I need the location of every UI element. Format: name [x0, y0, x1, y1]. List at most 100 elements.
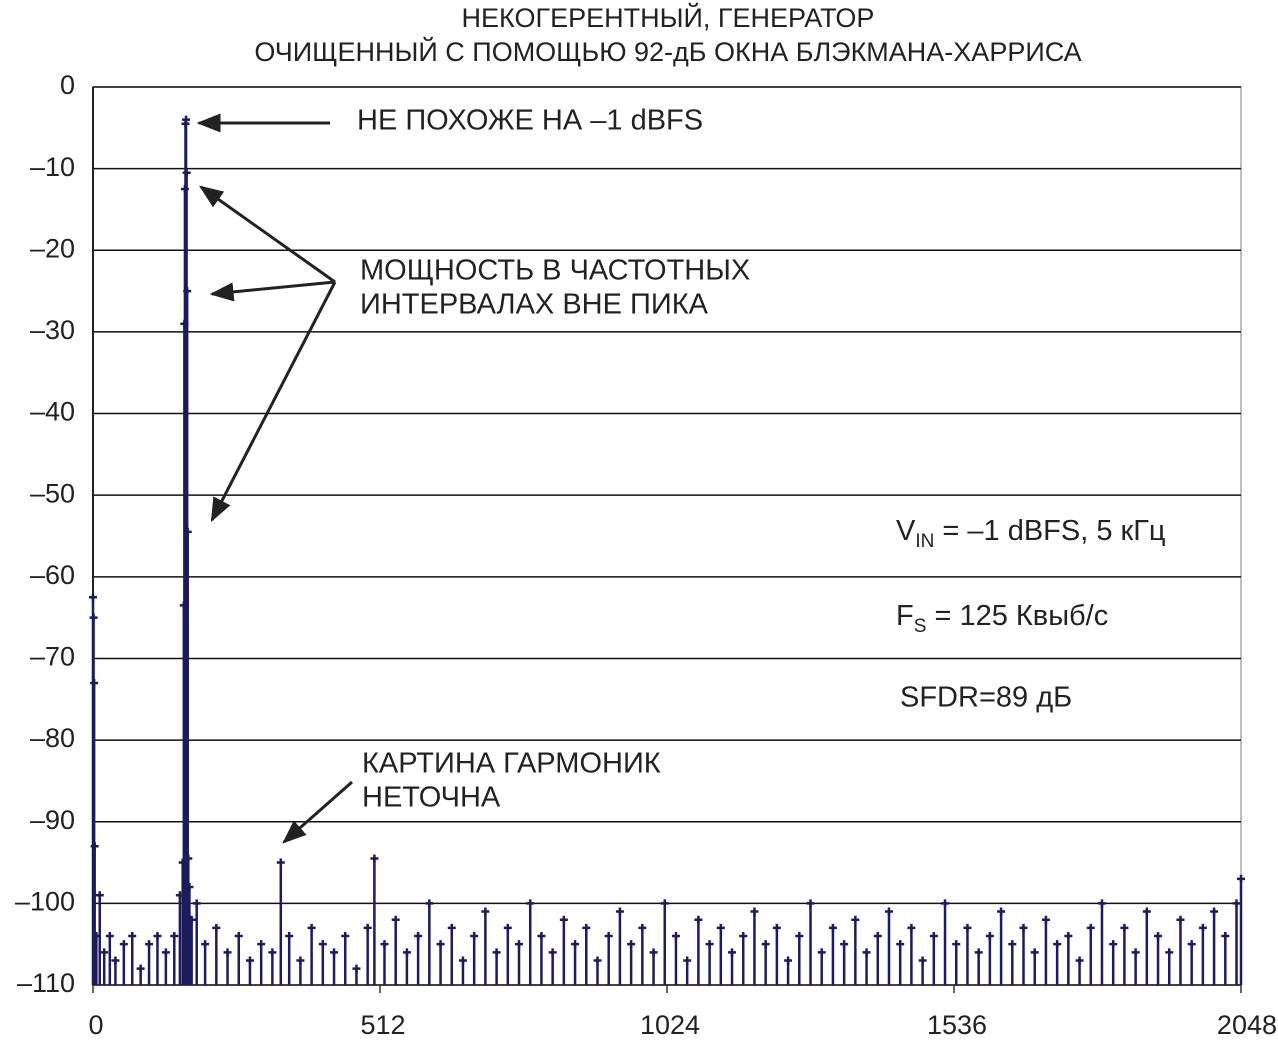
marker: [671, 932, 680, 941]
marker: [100, 948, 109, 957]
marker: [245, 956, 254, 965]
marker: [660, 899, 669, 908]
marker: [627, 940, 636, 949]
marker: [851, 915, 860, 924]
marker: [95, 891, 104, 900]
marker: [458, 956, 467, 965]
marker: [1210, 907, 1219, 916]
marker: [862, 948, 871, 957]
marker: [795, 932, 804, 941]
marker: [1053, 940, 1062, 949]
marker: [1109, 940, 1118, 949]
marker: [1064, 932, 1073, 941]
chart-title: ОЧИЩЕННЫЙ С ПОМОЩЬЮ 92-дБ ОКНА БЛЭКМАНА-…: [254, 36, 1081, 67]
annotation: SFDR=89 дБ: [900, 682, 1072, 714]
marker: [136, 964, 145, 973]
marker: [649, 948, 658, 957]
marker: [1187, 940, 1196, 949]
marker: [907, 923, 916, 932]
marker: [694, 915, 703, 924]
marker: [234, 932, 243, 941]
annotation: НЕ ПОХОЖЕ НА –1 dBFS: [357, 105, 703, 137]
marker: [183, 287, 192, 296]
annotation: КАРТИНА ГАРМОНИК: [362, 748, 661, 780]
marker: [929, 932, 938, 941]
annotation: МОЩНОСТЬ В ЧАСТОТНЫХ: [360, 255, 750, 287]
marker: [391, 915, 400, 924]
x-tick-label: 512: [360, 1010, 405, 1040]
marker: [1165, 948, 1174, 957]
arrow: [210, 281, 337, 523]
marker: [182, 115, 191, 124]
marker: [985, 932, 994, 941]
marker: [470, 932, 479, 941]
marker: [436, 940, 445, 949]
annotation-part: F: [896, 600, 914, 632]
marker: [380, 940, 389, 949]
marker: [817, 948, 826, 957]
marker: [184, 854, 193, 863]
marker: [223, 948, 232, 957]
marker: [1142, 907, 1151, 916]
y-tick-label: –100: [15, 886, 75, 916]
marker: [90, 678, 99, 687]
marker: [187, 915, 196, 924]
marker: [526, 899, 535, 908]
marker: [257, 940, 266, 949]
marker: [1097, 899, 1106, 908]
marker: [761, 940, 770, 949]
marker: [170, 932, 179, 941]
annotations: НЕ ПОХОЖЕ НА –1 dBFS МОЩНОСТЬ В ЧАСТОТНЫ…: [196, 105, 1166, 844]
marker: [896, 940, 905, 949]
marker: [492, 948, 501, 957]
marker: [1008, 940, 1017, 949]
marker: [296, 956, 305, 965]
marker: [341, 932, 350, 941]
marker: [828, 923, 837, 932]
marker: [716, 923, 725, 932]
y-tick-label: –30: [30, 315, 75, 345]
y-tick-label: 0: [60, 70, 75, 100]
marker: [183, 527, 192, 536]
marker: [89, 593, 97, 602]
marker: [128, 932, 137, 941]
y-tick-label: –20: [30, 233, 75, 263]
marker: [918, 956, 927, 965]
marker: [425, 899, 434, 908]
marker: [1120, 923, 1129, 932]
marker: [593, 956, 602, 965]
marker: [559, 915, 568, 924]
marker: [307, 923, 316, 932]
marker: [1041, 915, 1050, 924]
marker: [952, 940, 961, 949]
marker: [548, 948, 557, 957]
marker: [683, 956, 692, 965]
marker: [1075, 956, 1084, 965]
marker: [615, 907, 624, 916]
marker: [276, 858, 285, 867]
marker: [1131, 948, 1140, 957]
marker: [1154, 932, 1163, 941]
marker: [503, 923, 512, 932]
marker: [941, 899, 950, 908]
marker: [363, 923, 372, 932]
marker: [268, 948, 277, 957]
marker: [997, 907, 1006, 916]
annotation-subscript: IN: [915, 531, 934, 552]
marker: [974, 948, 983, 957]
y-tick-label: –10: [30, 152, 75, 182]
y-tick-label: –60: [30, 560, 75, 590]
marker: [638, 923, 647, 932]
marker: [739, 932, 748, 941]
y-tick-label: –40: [30, 397, 75, 427]
marker: [784, 956, 793, 965]
arrow: [209, 280, 336, 302]
marker: [772, 923, 781, 932]
annotation: VIN = –1 dBFS, 5 кГц: [896, 515, 1166, 552]
x-tick-label: 2048: [1217, 1010, 1277, 1040]
marker: [285, 932, 294, 941]
marker: [728, 948, 737, 957]
marker: [884, 907, 893, 916]
